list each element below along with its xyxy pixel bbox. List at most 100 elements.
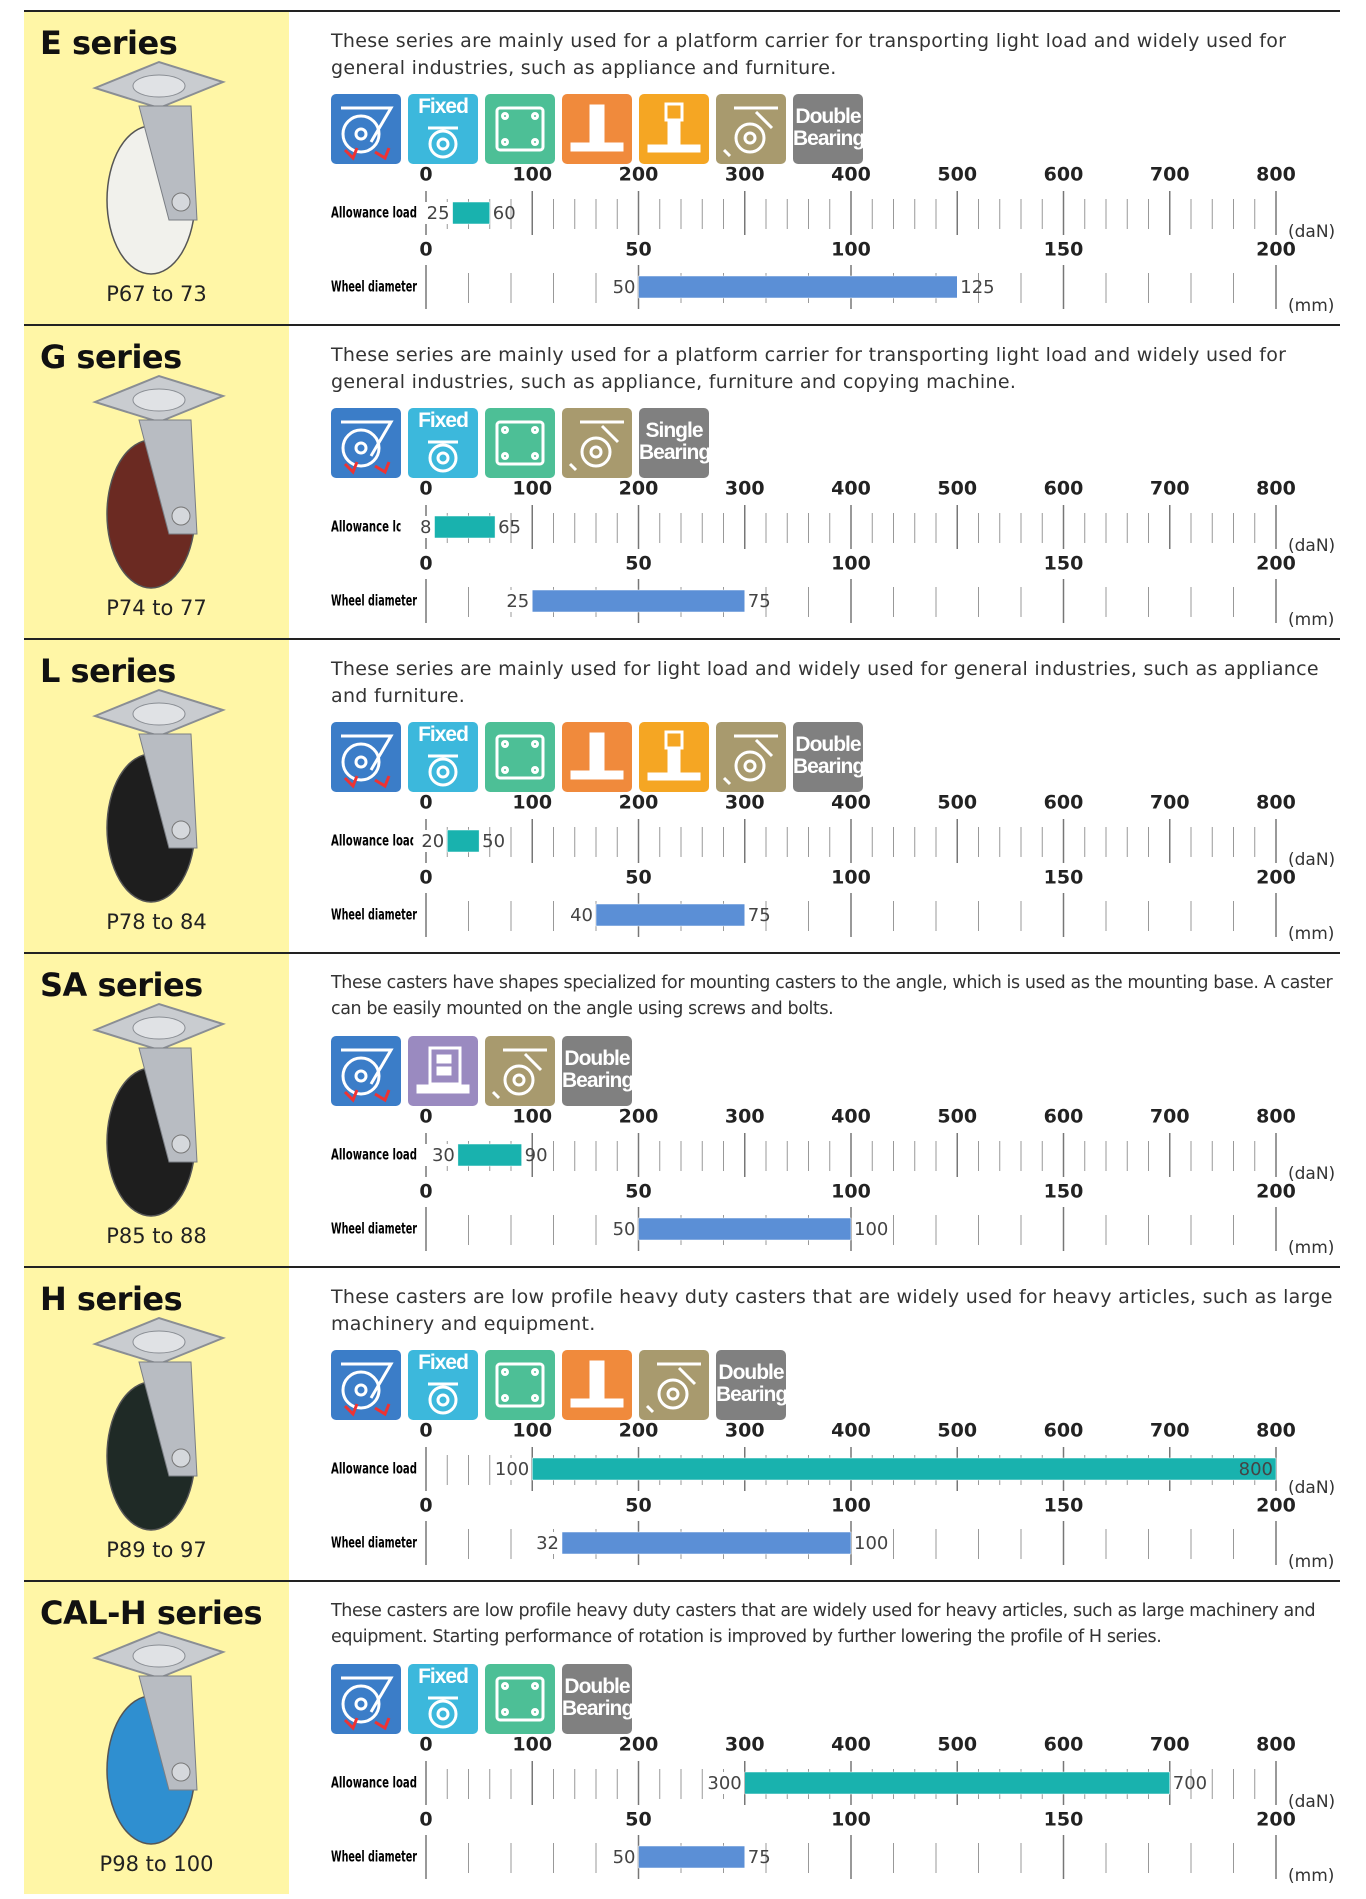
tick-label: 150 (1044, 1495, 1084, 1517)
icon-glyph (428, 129, 458, 159)
axis-label: Wheel diameter (331, 278, 417, 296)
feature-icon (562, 722, 632, 792)
axis-label: Allowance load (331, 1774, 417, 1792)
caster-bracket (138, 105, 198, 221)
feature-icon (485, 408, 555, 478)
icon-glyph (341, 114, 381, 154)
tick-label: 200 (1256, 1181, 1296, 1203)
icon-glyph (354, 1383, 368, 1397)
feature-icon (331, 94, 401, 164)
tick-label: 100 (512, 1420, 552, 1442)
feature-icon (331, 722, 401, 792)
tick-label: 0 (419, 792, 432, 814)
page-range: P85 to 88 (106, 1224, 207, 1248)
icon-label: Fixed (418, 723, 469, 746)
tick-label: 500 (937, 1106, 977, 1128)
tick-label: 400 (831, 1106, 871, 1128)
tick-label: 600 (1044, 1106, 1084, 1128)
tick-label: 50 (625, 867, 651, 889)
page-range: P78 to 84 (106, 910, 207, 934)
feature-icons: Fixed Double Bearing (331, 1350, 786, 1420)
range-min: 300 (707, 1773, 741, 1794)
icon-glyph (428, 1046, 462, 1086)
icon-glyph (734, 106, 778, 130)
icon-glyph (568, 462, 578, 472)
axis-label: Wheel diameter (331, 592, 417, 610)
icon-glyph (341, 1370, 381, 1410)
label-bg (413, 830, 446, 852)
icon-art (495, 1362, 545, 1408)
icon-glyph (722, 148, 732, 158)
icon-glyph (734, 750, 766, 782)
section-graphics: Allowance load(daN)0 100 200 300 400 500 600 70… (24, 1266, 1340, 1580)
icon-glyph (341, 106, 394, 143)
axis-label: Wheel diameter (331, 906, 417, 924)
tick-label: 100 (512, 164, 552, 186)
icon-glyph (664, 102, 684, 122)
icon-label: Double Bearing (562, 1675, 632, 1720)
tick-label: 0 (419, 1495, 432, 1517)
feature-icons: Fixed Double Bearing (331, 722, 863, 792)
icon-glyph (341, 1362, 394, 1399)
icon-glyph (531, 112, 539, 120)
tick-label: 200 (619, 1734, 659, 1756)
tick-label: 300 (725, 478, 765, 500)
axis-label: Allowance load (331, 1460, 417, 1478)
series-section: Allowance load (daN) 0 100 200 300 400 500 600 70… (0, 638, 1366, 952)
range-bar (744, 1771, 1170, 1795)
icon-glyph (341, 1056, 381, 1096)
tick-label: 500 (937, 1734, 977, 1756)
axis-unit: (daN) (1288, 1792, 1335, 1812)
axis-label: Allowance load (331, 832, 417, 850)
tick-label: 300 (725, 1420, 765, 1442)
icon-glyph (374, 461, 391, 475)
range-min: 32 (536, 1533, 559, 1554)
icon-glyph (667, 746, 681, 776)
icon-glyph (495, 106, 545, 152)
tick-label: 800 (1256, 164, 1296, 186)
caster-swivel (132, 702, 186, 726)
series-section: Allowance load (daN) 0 100 200 300 400 500 600 70… (0, 952, 1366, 1266)
icon-glyph (531, 1682, 539, 1690)
series-section: Allowance load (daN) 0 100 200 300 400 500 600 70… (0, 1266, 1366, 1580)
tick-label: 200 (619, 1106, 659, 1128)
icon-glyph (374, 775, 391, 789)
feature-icon (331, 1350, 401, 1420)
range-bar (638, 1217, 852, 1241)
tick-label: 800 (1256, 1420, 1296, 1442)
feature-icon (408, 1036, 478, 1106)
icon-art (495, 1676, 545, 1722)
range-max: 800 (1239, 1459, 1273, 1480)
icon-art (341, 1362, 394, 1417)
feature-icon (331, 1036, 401, 1106)
page-range: P89 to 97 (106, 1538, 207, 1562)
icon-glyph (667, 118, 681, 148)
tick-label: 200 (1256, 553, 1296, 575)
tick-label: 200 (1256, 1809, 1296, 1831)
icon-glyph (645, 1404, 655, 1414)
range-bar (532, 1457, 1277, 1481)
icon-art (722, 734, 778, 786)
icon-glyph (531, 1394, 539, 1402)
icon-glyph (341, 428, 381, 468)
tick-label: 150 (1044, 867, 1084, 889)
icon-glyph (743, 759, 757, 773)
icon-glyph (495, 1362, 545, 1408)
icon-glyph (341, 1048, 394, 1085)
tick-label: 700 (1150, 792, 1190, 814)
tick-label: 200 (619, 792, 659, 814)
feature-icon: Single Bearing (639, 408, 709, 478)
caster-swivel (132, 388, 186, 412)
range-max: 60 (493, 203, 516, 224)
icon-label: Fixed (418, 409, 469, 432)
description: These casters are low profile heavy duty… (331, 1601, 1316, 1647)
tick-label: 600 (1044, 478, 1084, 500)
feature-icon (485, 1350, 555, 1420)
section-graphics: Allowance load(daN)0 100 200 300 400 500 600 70… (24, 952, 1340, 1266)
tick-label: 0 (419, 1809, 432, 1831)
icon-glyph (664, 730, 684, 750)
tick-label: 100 (831, 1495, 871, 1517)
icon-glyph (531, 1368, 539, 1376)
tick-label: 700 (1150, 1734, 1190, 1756)
